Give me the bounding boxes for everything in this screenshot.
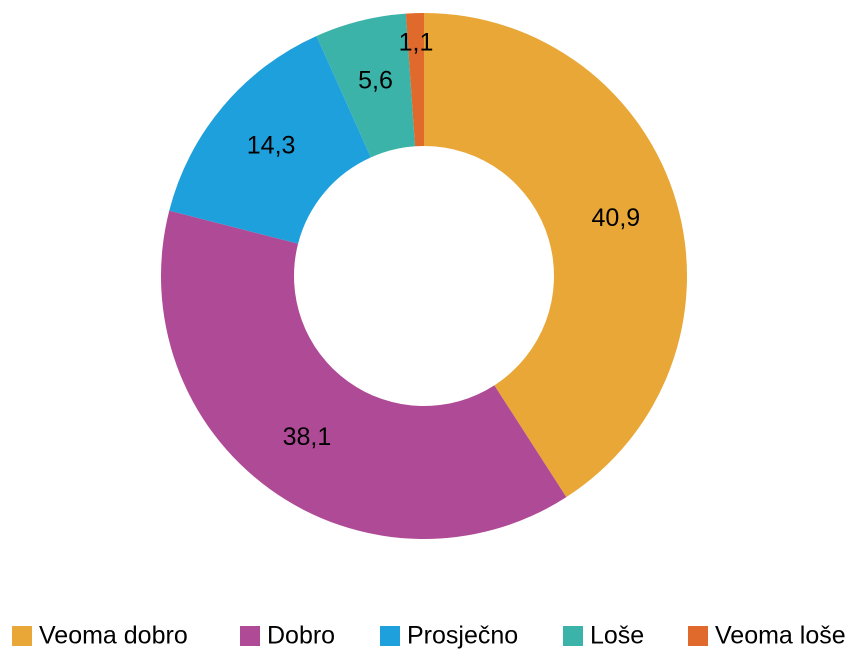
legend-swatch <box>240 626 260 646</box>
data-label: 1,1 <box>399 29 434 57</box>
legend-swatch <box>688 626 708 646</box>
legend-swatch <box>563 626 583 646</box>
legend-swatch <box>380 626 400 646</box>
data-label: 14,3 <box>247 132 296 160</box>
donut-slice <box>316 13 416 158</box>
data-label: 38,1 <box>283 423 332 451</box>
donut-slice <box>169 35 371 244</box>
legend-label: Veoma dobro <box>39 622 188 650</box>
legend-label: Prosječno <box>407 622 518 650</box>
donut-slice <box>160 210 567 539</box>
legend-label: Veoma loše <box>715 622 846 650</box>
data-label: 40,9 <box>592 204 641 232</box>
legend-label: Loše <box>590 622 644 650</box>
legend-swatch <box>12 626 32 646</box>
donut-slice <box>405 13 424 147</box>
donut-slice <box>424 13 687 498</box>
legend-label: Dobro <box>267 622 335 650</box>
data-label: 5,6 <box>358 67 393 95</box>
